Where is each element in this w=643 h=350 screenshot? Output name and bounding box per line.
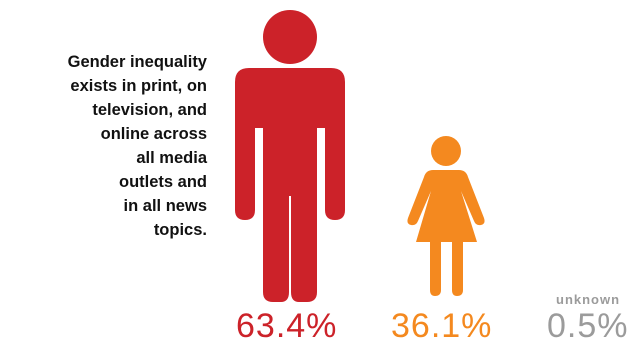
caption: Gender inequality exists in print, on te… bbox=[0, 50, 207, 242]
caption-line: television, and bbox=[92, 101, 207, 119]
caption-line: in all news bbox=[123, 197, 207, 215]
caption-line: all media bbox=[136, 149, 207, 167]
value-label-women: 36.1% bbox=[391, 307, 493, 345]
caption-line: online across bbox=[100, 125, 207, 143]
woman-icon bbox=[407, 136, 485, 296]
value-label-men: 63.4% bbox=[236, 307, 338, 345]
man-icon bbox=[235, 10, 345, 302]
caption-line: topics. bbox=[153, 221, 207, 239]
category-label-unknown: unknown bbox=[556, 292, 621, 307]
value-label-unknown: 0.5% bbox=[547, 307, 629, 345]
caption-line: exists in print, on bbox=[70, 77, 207, 95]
caption-line: outlets and bbox=[118, 173, 207, 191]
caption-line: Gender inequality bbox=[67, 53, 207, 71]
